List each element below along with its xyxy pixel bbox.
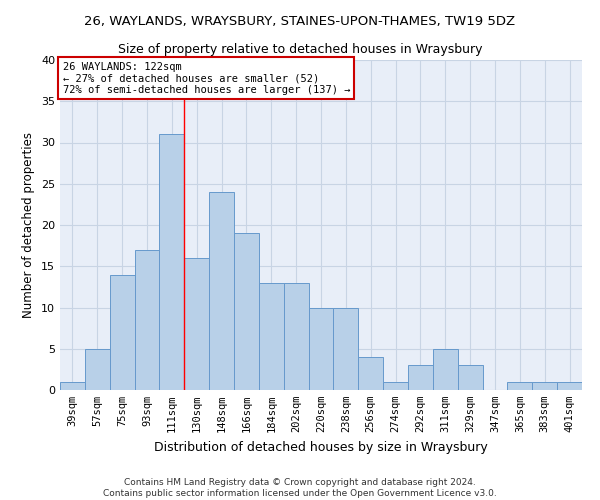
Bar [508, 382, 532, 390]
Bar [334, 308, 358, 390]
Bar [358, 357, 383, 390]
Y-axis label: Number of detached properties: Number of detached properties [22, 132, 35, 318]
Bar [284, 283, 308, 390]
Bar [383, 382, 408, 390]
X-axis label: Distribution of detached houses by size in Wraysbury: Distribution of detached houses by size … [154, 440, 488, 454]
Text: 26, WAYLANDS, WRAYSBURY, STAINES-UPON-THAMES, TW19 5DZ: 26, WAYLANDS, WRAYSBURY, STAINES-UPON-TH… [85, 15, 515, 28]
Text: Contains HM Land Registry data © Crown copyright and database right 2024.
Contai: Contains HM Land Registry data © Crown c… [103, 478, 497, 498]
Bar [134, 250, 160, 390]
Bar [557, 382, 582, 390]
Bar [85, 349, 110, 390]
Bar [259, 283, 284, 390]
Text: Size of property relative to detached houses in Wraysbury: Size of property relative to detached ho… [118, 42, 482, 56]
Bar [308, 308, 334, 390]
Bar [458, 365, 482, 390]
Bar [209, 192, 234, 390]
Bar [408, 365, 433, 390]
Bar [433, 349, 458, 390]
Bar [160, 134, 184, 390]
Bar [234, 233, 259, 390]
Bar [60, 382, 85, 390]
Bar [532, 382, 557, 390]
Bar [110, 274, 134, 390]
Bar [184, 258, 209, 390]
Text: 26 WAYLANDS: 122sqm
← 27% of detached houses are smaller (52)
72% of semi-detach: 26 WAYLANDS: 122sqm ← 27% of detached ho… [62, 62, 350, 95]
